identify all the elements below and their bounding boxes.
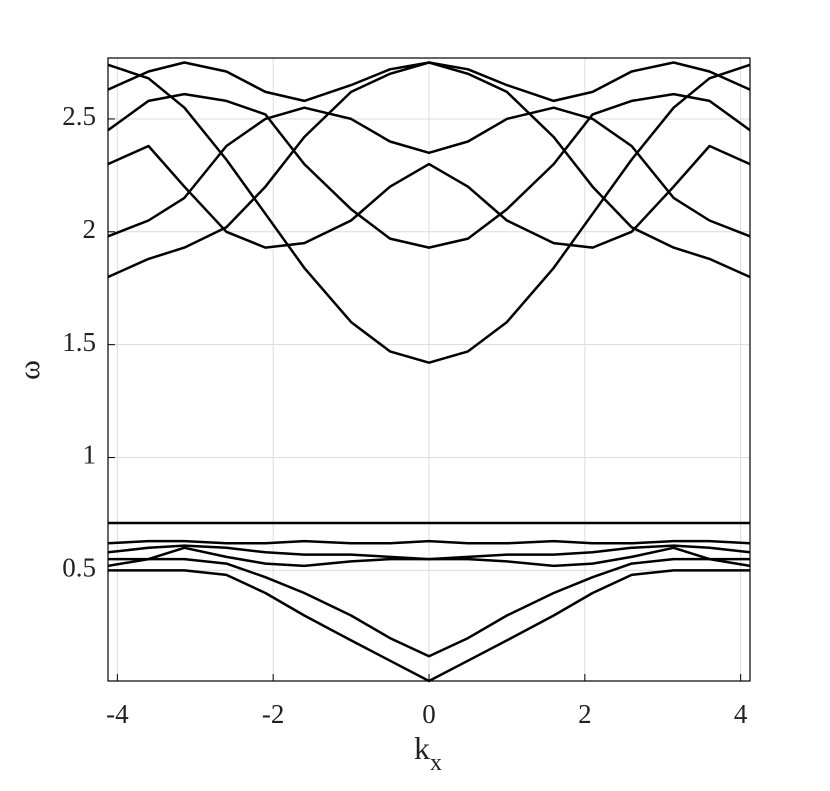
x-axis-label-subscript: x	[430, 750, 442, 776]
x-tick-label: 2	[578, 699, 592, 729]
y-tick-label: 1.5	[62, 327, 96, 357]
y-tick-label: 1	[83, 440, 97, 470]
ticks: -4 -2 0 2 4 0.5 1 1.5 2 2.5	[62, 101, 748, 729]
band-line	[107, 63, 751, 364]
band-line	[107, 539, 751, 545]
band-line	[107, 546, 751, 568]
x-tick-label: -2	[262, 699, 285, 729]
band-line	[107, 106, 751, 238]
band-line	[108, 557, 750, 658]
band-line	[107, 144, 751, 249]
plot-lines	[107, 61, 751, 683]
y-tick-label: 0.5	[62, 553, 96, 583]
x-tick-label: -4	[106, 699, 129, 729]
x-axis-label: kx	[414, 730, 442, 775]
band-line	[107, 92, 751, 249]
y-tick-label: 2	[83, 214, 97, 244]
x-tick-label: 4	[734, 699, 748, 729]
x-tick-label: 0	[422, 699, 436, 729]
grid	[108, 58, 750, 681]
y-tick-label: 2.5	[62, 101, 96, 131]
band-line	[107, 61, 751, 279]
x-axis-label-main: k	[414, 730, 430, 766]
y-axis-label: ω	[13, 360, 46, 380]
